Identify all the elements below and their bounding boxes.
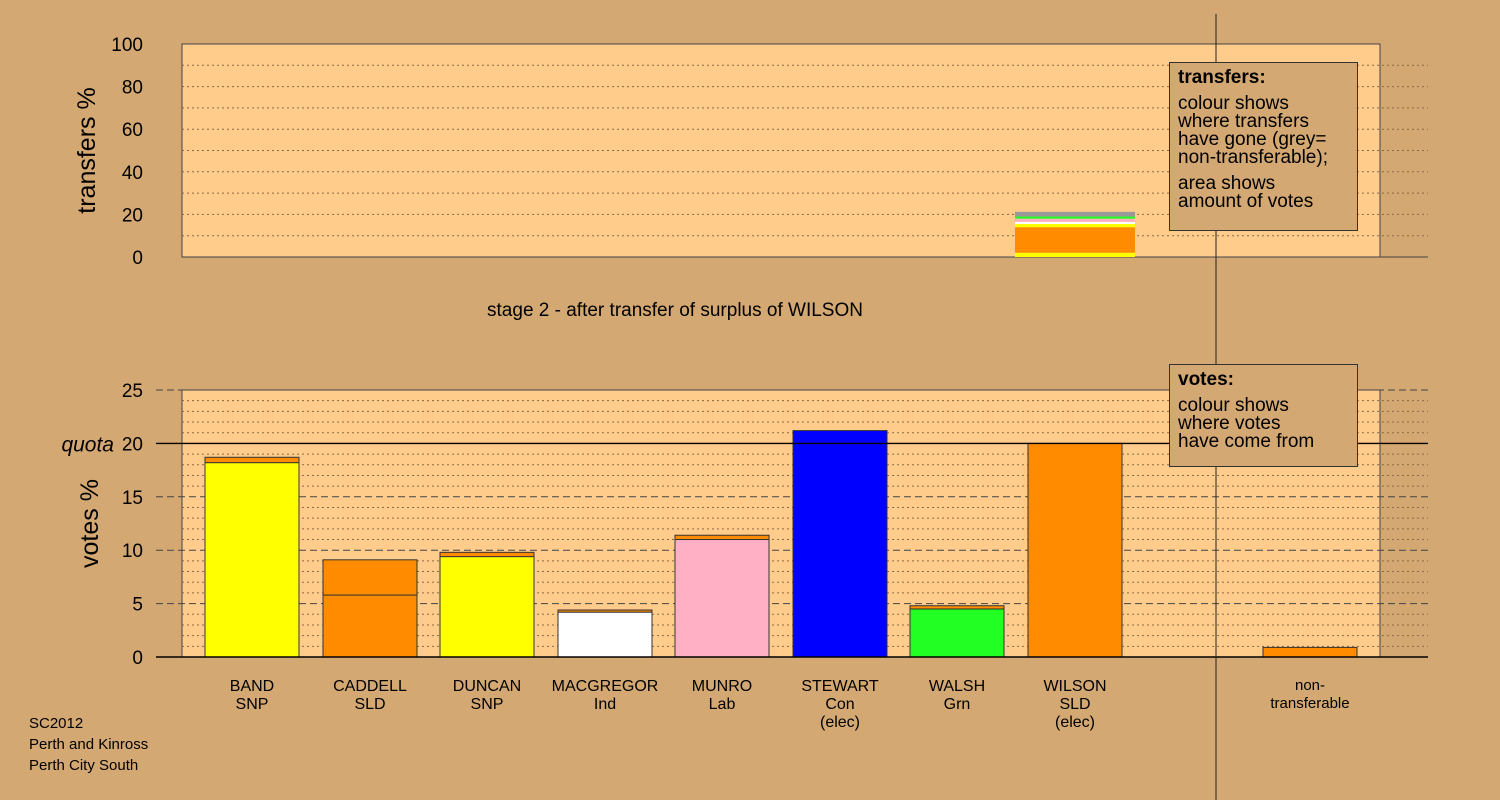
candidate-party-label: Ind (594, 696, 616, 713)
transfers-legend-line: area shows (1178, 173, 1276, 194)
transfers-legend-line: have gone (grey= (1178, 129, 1327, 150)
transfers-y-tick-label: 0 (132, 248, 143, 269)
votes-legend: votes: colour shows where votes have com… (1169, 364, 1358, 467)
vote-bar-duncan (439, 556, 535, 658)
candidate-name-label: BAND (230, 678, 274, 695)
transfer-segment-macgregor (1015, 221, 1135, 224)
transfer-bar-munro (674, 534, 770, 541)
transfers-legend: transfers: colour shows where transfers … (1169, 62, 1358, 231)
candidate-party-label: Grn (944, 696, 971, 713)
transfers-y-tick-label: 20 (122, 205, 143, 226)
transfer-bar-macgregor (557, 609, 653, 613)
candidate-name-label: MUNRO (692, 678, 752, 695)
candidate-name-label: WALSH (929, 678, 985, 695)
stage-caption: stage 2 - after transfer of surplus of W… (487, 300, 863, 321)
candidate-name-label: WILSON (1043, 678, 1106, 695)
candidate-party-label: SNP (471, 696, 504, 713)
candidate-name-label: MACGREGOR (552, 678, 659, 695)
transfer-segment-band (1015, 252, 1135, 257)
transfers-y-tick-label: 80 (122, 78, 143, 99)
candidate-party-label: SNP (236, 696, 269, 713)
footer-line-council: Perth and Kinross (29, 736, 149, 753)
footer-line-ward: Perth City South (29, 757, 139, 774)
transfers-legend-title: transfers: (1178, 67, 1266, 88)
candidate-party-label: SLD (354, 696, 385, 713)
transfers-y-tick-label: 100 (111, 35, 143, 56)
transfer-segment-duncan (1015, 223, 1135, 228)
vote-bar-caddell (322, 594, 418, 658)
votes-y-tick-label: 25 (122, 381, 143, 402)
candidate-name-label: STEWART (801, 678, 879, 695)
candidate-party-label: Lab (709, 696, 736, 713)
category-label: transferable (1270, 695, 1349, 712)
transfer-bar-caddell (322, 559, 418, 596)
votes-y-tick-label: 0 (132, 648, 143, 669)
votes-y-tick-label: 15 (122, 488, 143, 509)
transfers-y-axis-label: transfers % (73, 87, 101, 213)
candidate-party-label: Con (825, 696, 854, 713)
transfers-legend-line: amount of votes (1178, 191, 1314, 212)
candidate-status-label: (elec) (820, 714, 860, 731)
category-label: non- (1295, 677, 1325, 694)
vote-bar-stewart (792, 430, 888, 658)
transfers-y-tick-label: 60 (122, 120, 143, 141)
vote-bar-band (204, 462, 300, 658)
candidate-name-label: CADDELL (333, 678, 407, 695)
transfer-segment-walsh (1015, 216, 1135, 219)
transfer-segment-munro (1015, 218, 1135, 222)
votes-y-axis-label: votes % (76, 479, 104, 568)
footer-line-election: SC2012 (29, 715, 84, 732)
vote-bar-munro (674, 539, 770, 658)
votes-legend-line: where votes (1178, 413, 1281, 434)
transfer-segment-caddell (1015, 227, 1135, 253)
votes-y-tick-label: 10 (122, 541, 143, 562)
transfer-bar-non-transferable (1262, 646, 1358, 658)
votes-legend-title: votes: (1178, 369, 1234, 390)
transfers-legend-line: non-transferable); (1178, 147, 1328, 168)
transfer-segment-non-transferable (1015, 211, 1135, 217)
transfers-legend-line: where transfers (1178, 111, 1309, 132)
candidate-name-label: DUNCAN (453, 678, 521, 695)
votes-legend-line: have come from (1178, 431, 1315, 452)
footer-info: SC2012 Perth and Kinross Perth City Sout… (29, 713, 148, 776)
transfer-bar-walsh (909, 605, 1005, 610)
candidate-party-label: SLD (1059, 696, 1090, 713)
vote-bar-walsh (909, 608, 1005, 658)
quota-label: quota (61, 433, 114, 456)
votes-y-tick-label: 5 (132, 595, 143, 616)
vote-bar-wilson (1027, 442, 1123, 658)
transfer-bar-band (204, 456, 300, 464)
transfer-bar-duncan (439, 551, 535, 558)
votes-legend-line: colour shows (1178, 395, 1289, 416)
votes-y-tick-label: 20 (122, 434, 143, 455)
transfers-legend-line: colour shows (1178, 93, 1289, 114)
candidate-status-label: (elec) (1055, 714, 1095, 731)
transfers-y-tick-label: 40 (122, 163, 143, 184)
vote-bar-macgregor (557, 611, 653, 658)
